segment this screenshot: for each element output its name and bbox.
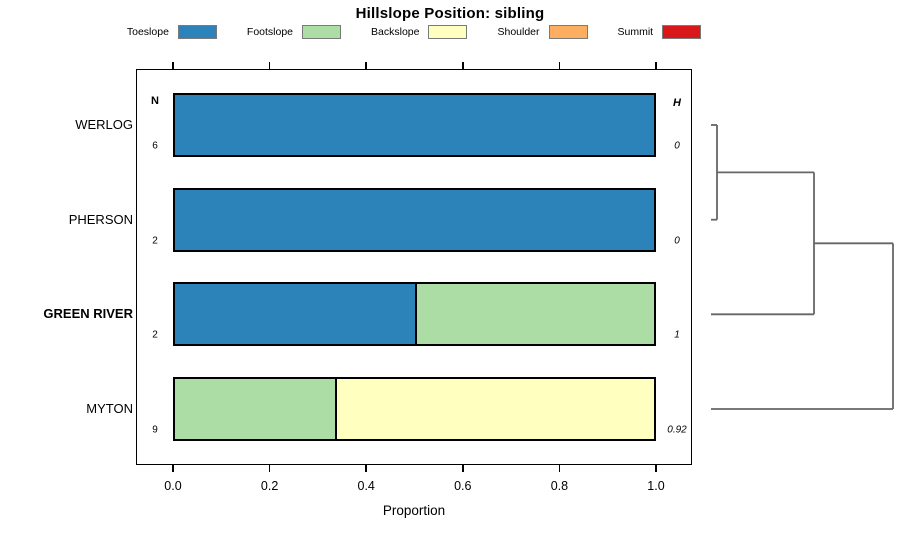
stacked-bar <box>173 377 656 441</box>
h-column-header: H <box>673 97 681 109</box>
stacked-bar <box>173 187 656 252</box>
bar-segment-toeslope <box>175 95 654 155</box>
bar-segment-toeslope <box>175 189 654 250</box>
row-label: GREEN RIVER <box>43 306 133 322</box>
x-tick-label: 0.0 <box>164 479 182 493</box>
x-tick-bottom <box>558 465 561 472</box>
x-tick-top <box>172 62 174 69</box>
legend-swatch-backslope <box>428 25 468 39</box>
legend-swatch-summit <box>662 25 702 39</box>
row-label: WERLOG <box>75 117 133 132</box>
n-value: 2 <box>152 235 158 247</box>
x-tick-label: 0.8 <box>550 479 569 493</box>
legend-label: Toeslope <box>126 26 169 38</box>
chart-title: Hillslope Position: sibling <box>355 5 545 22</box>
legend-entry-shoulder: Shoulder <box>497 25 588 39</box>
x-axis-title: Proportion <box>382 503 446 518</box>
n-value: 9 <box>152 424 158 436</box>
legend-entry-summit: Summit <box>618 25 702 39</box>
x-tick-label: 0.6 <box>454 479 472 493</box>
legend-swatch-shoulder <box>548 25 588 39</box>
bar-segment-toeslope <box>175 284 415 345</box>
legend-label: Backslope <box>371 26 420 38</box>
n-value: 6 <box>152 140 158 152</box>
row-label: MYTON <box>86 401 133 416</box>
legend-entry-backslope: Backslope <box>371 25 468 39</box>
legend-swatch-footslope <box>302 25 342 39</box>
legend-swatch-toeslope <box>177 25 217 39</box>
legend-entry-footslope: Footslope <box>246 25 342 39</box>
bar-segment-footslope <box>175 379 335 439</box>
h-value: 0 <box>674 140 680 152</box>
h-value: 0.92 <box>667 424 687 436</box>
legend-entry-toeslope: Toeslope <box>127 25 217 39</box>
x-tick-bottom <box>655 465 657 472</box>
legend: Toeslope Footslope Backslope Shoulder Summit <box>108 24 720 40</box>
n-value: 2 <box>152 329 158 341</box>
x-tick-label: 1.0 <box>647 479 665 493</box>
stacked-bar <box>173 93 656 157</box>
stacked-bar <box>173 282 656 347</box>
x-tick-top <box>268 62 271 69</box>
x-tick-top <box>365 62 367 69</box>
n-column-header: N <box>151 95 159 107</box>
h-value: 0 <box>674 235 680 247</box>
bar-segment-footslope <box>414 284 654 345</box>
x-tick-bottom <box>462 465 464 472</box>
x-tick-top <box>655 62 657 69</box>
x-tick-bottom <box>172 465 174 472</box>
x-tick-top <box>558 62 561 69</box>
row-label: PHERSON <box>68 211 133 227</box>
x-tick-bottom <box>268 465 271 472</box>
x-tick-bottom <box>365 465 367 472</box>
bar-segment-backslope <box>334 379 654 439</box>
h-value: 1 <box>674 329 680 341</box>
x-tick-label: 0.2 <box>260 479 279 493</box>
x-tick-top <box>462 62 464 69</box>
legend-label: Shoulder <box>497 26 540 38</box>
legend-label: Footslope <box>246 26 294 38</box>
legend-label: Summit <box>617 26 654 38</box>
x-tick-label: 0.4 <box>357 479 375 493</box>
